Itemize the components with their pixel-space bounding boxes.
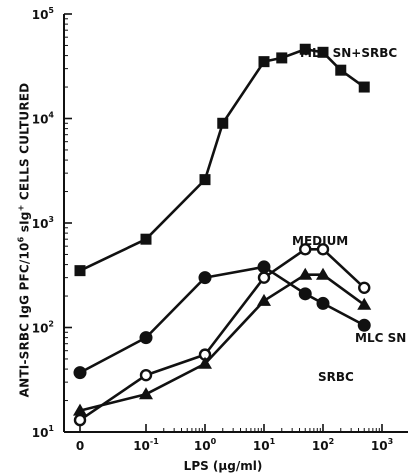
data-point-triangle	[73, 403, 87, 416]
series-line-srbc	[79, 265, 365, 374]
x-tick-label: 10-1	[133, 437, 159, 453]
data-point-square	[335, 64, 347, 76]
x-tick-label: 0	[76, 439, 84, 453]
y-axis-label-ten: 10	[17, 242, 32, 260]
x-axis-label: LPS (μg/ml)	[184, 459, 263, 473]
x-tick-label: 102	[312, 437, 334, 453]
data-point-square	[276, 52, 288, 64]
y-axis-label: ANTI-SRBC IgG PFC/106 sIg+ CELLS CULTURE…	[17, 83, 32, 398]
x-axis-label-suffix: )	[256, 459, 263, 473]
data-point-triangle	[357, 297, 372, 310]
x-tick-label: 100	[194, 437, 217, 453]
data-point-triangle	[139, 387, 153, 400]
x-axis-label-unit: μg/ml	[218, 459, 257, 473]
data-point-square	[140, 233, 152, 245]
series-label-medium: MEDIUM	[292, 234, 349, 248]
x-axis-label-prefix: LPS (	[183, 459, 219, 473]
data-point-square	[258, 56, 270, 68]
y-axis-label-part-b: CELLS CULTURED	[17, 82, 32, 205]
data-point-filled-circle	[298, 287, 312, 301]
y-axis-label-plus: +	[16, 204, 26, 212]
data-point-triangle	[316, 267, 330, 280]
y-axis-label-exp6: 6	[16, 236, 26, 243]
data-point-filled-circle	[73, 366, 87, 380]
y-tick-label: 101	[32, 424, 55, 440]
data-point-square	[217, 117, 229, 129]
data-point-open-circle	[139, 368, 153, 382]
data-point-open-circle	[299, 243, 312, 256]
x-tick-label: 101	[253, 437, 276, 453]
data-point-square	[199, 174, 211, 186]
data-point-filled-circle	[198, 271, 212, 285]
x-tick-label: 103	[371, 437, 393, 453]
data-point-triangle	[198, 356, 212, 369]
series-label-mlc-sn: MLC SN	[355, 331, 407, 345]
series-line-mlc-sn-srbc	[79, 47, 365, 272]
data-point-filled-circle	[316, 296, 330, 310]
data-point-triangle	[298, 267, 313, 280]
y-tick-label: 103	[32, 215, 54, 231]
data-point-triangle	[257, 293, 271, 306]
data-point-square	[74, 265, 86, 277]
y-tick-label: 104	[32, 111, 55, 127]
y-tick-label: 102	[32, 320, 54, 336]
series-label-srbc: SRBC	[318, 370, 354, 384]
data-point-filled-circle	[139, 331, 153, 345]
data-point-open-circle	[358, 281, 371, 294]
y-axis-label-part-a: ANTI-SRBC IgG PFC/	[17, 259, 32, 398]
y-tick-label: 105	[32, 6, 55, 22]
data-point-open-circle	[316, 243, 330, 256]
data-point-open-circle	[257, 271, 271, 284]
data-point-filled-circle	[357, 318, 371, 332]
data-point-square	[317, 46, 329, 58]
data-point-square	[358, 81, 370, 93]
y-axis-label-sig: sIg	[17, 211, 32, 237]
series-label-mlc-sn-srbc: MLC SN+SRBC	[300, 46, 398, 60]
data-point-open-circle	[73, 413, 87, 427]
data-point-filled-circle	[257, 260, 271, 274]
data-point-square	[299, 43, 311, 55]
